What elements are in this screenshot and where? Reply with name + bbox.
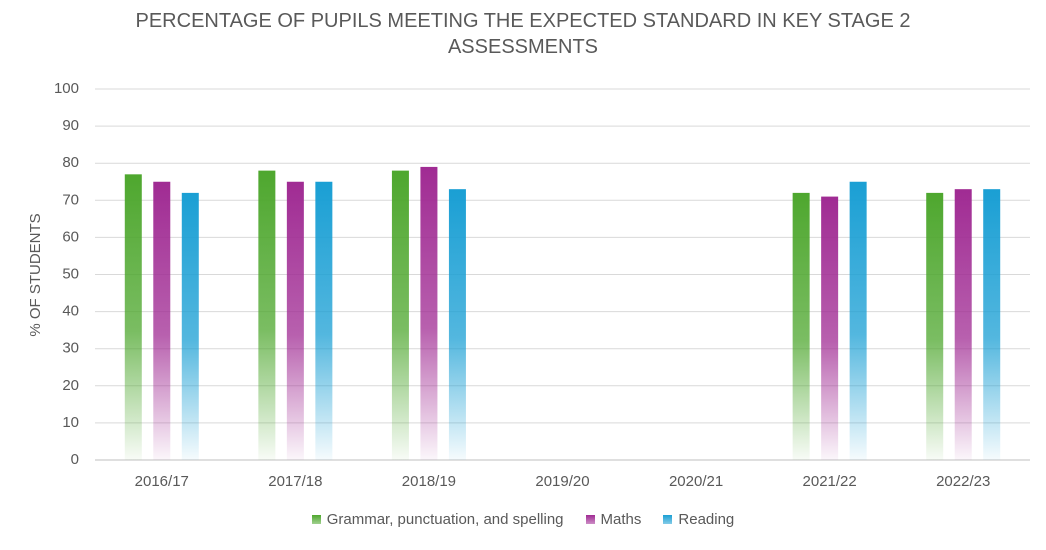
x-tick-label: 2022/23 xyxy=(936,473,990,490)
x-tick-label: 2016/17 xyxy=(135,473,189,490)
y-tick-label: 40 xyxy=(62,303,79,320)
legend-swatch xyxy=(663,515,673,524)
bar xyxy=(258,170,276,460)
legend-label: Grammar, punctuation, and spelling xyxy=(326,511,564,528)
chart-title: PERCENTAGE OF PUPILS MEETING THE EXPECTE… xyxy=(135,10,911,58)
y-tick-label: 70 xyxy=(62,191,79,208)
y-tick-label: 50 xyxy=(62,265,79,282)
y-tick-label: 90 xyxy=(62,117,79,134)
bar xyxy=(181,192,199,460)
y-axis-label: % OF STUDENTS xyxy=(27,213,44,336)
legend-label: Reading xyxy=(678,511,735,528)
bar xyxy=(391,170,409,460)
y-tick-label: 100 xyxy=(54,80,79,97)
bar xyxy=(954,189,972,461)
bar xyxy=(821,196,839,460)
bar xyxy=(315,181,333,460)
y-tick-label: 20 xyxy=(62,377,79,394)
x-tick-label: 2020/21 xyxy=(669,473,723,490)
y-tick-label: 60 xyxy=(62,228,79,245)
x-tick-label: 2019/20 xyxy=(535,473,589,490)
bar xyxy=(926,192,944,460)
x-tick-label: 2018/19 xyxy=(402,473,456,490)
bar xyxy=(983,189,1001,461)
legend-swatch xyxy=(585,515,595,524)
legend-swatch xyxy=(311,515,321,524)
bar xyxy=(448,189,466,461)
x-tick-label: 2017/18 xyxy=(268,473,322,490)
bar xyxy=(792,192,810,460)
x-tick-label: 2021/22 xyxy=(803,473,857,490)
y-tick-label: 10 xyxy=(62,414,79,431)
bar xyxy=(153,181,171,460)
bar xyxy=(124,174,142,460)
legend-label: Maths xyxy=(600,511,642,528)
bar xyxy=(420,166,438,460)
legend-item: Reading xyxy=(663,511,734,528)
y-tick-label: 80 xyxy=(62,154,79,171)
bar xyxy=(286,181,304,460)
legend-item: Maths xyxy=(585,511,642,528)
legend-item: Grammar, punctuation, and spelling xyxy=(311,511,564,528)
bar xyxy=(849,181,867,460)
y-tick-label: 0 xyxy=(71,451,79,468)
legend: Grammar, punctuation, and spelling Maths R… xyxy=(0,511,1046,528)
y-tick-label: 30 xyxy=(62,340,79,357)
